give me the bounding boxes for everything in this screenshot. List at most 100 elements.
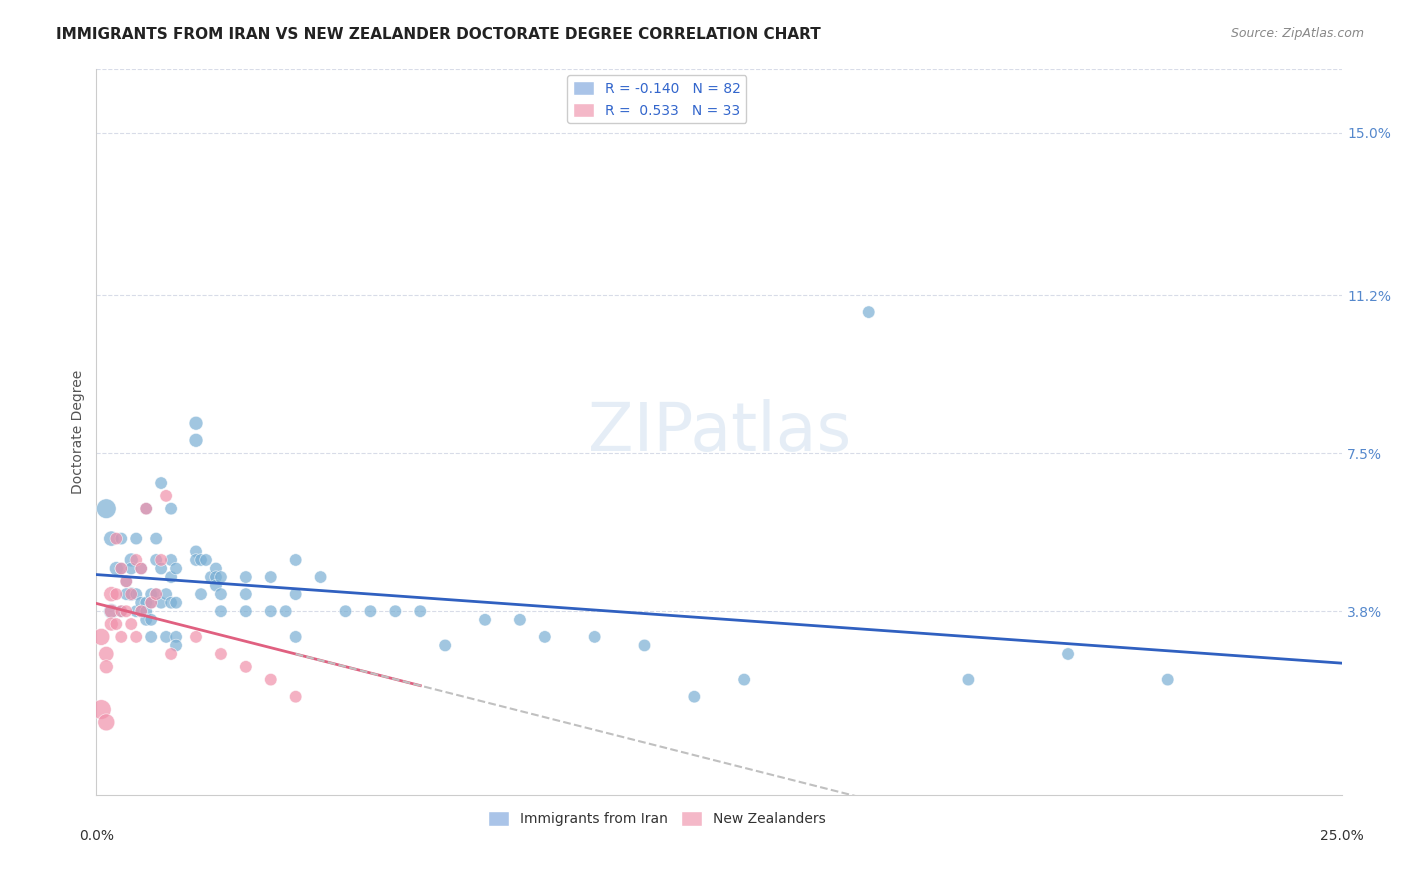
Point [209,647,232,661]
Point [184,434,207,448]
Point [160,596,183,610]
Point [335,604,357,618]
Point [165,561,187,575]
Point [260,604,283,618]
Point [110,561,132,575]
Point [115,604,138,618]
Point [129,596,152,610]
Point [145,587,167,601]
Point [120,561,142,575]
Point [150,561,173,575]
Point [160,647,183,661]
Point [125,604,148,618]
Point [135,604,157,618]
Point [160,570,183,584]
Point [135,596,157,610]
Point [284,587,307,601]
Point [145,587,167,601]
Point [260,570,283,584]
Point [150,553,173,567]
Point [96,647,118,661]
Point [115,574,138,589]
Point [141,613,163,627]
Point [150,596,173,610]
Point [90,702,112,716]
Point [96,501,118,516]
Point [135,501,157,516]
Point [129,561,152,575]
Point [120,587,142,601]
Point [141,630,163,644]
Point [110,604,132,618]
Point [260,673,283,687]
Point [155,630,177,644]
Point [150,476,173,491]
Text: 25.0%: 25.0% [1320,830,1364,843]
Point [165,639,187,653]
Point [110,532,132,546]
Legend: Immigrants from Iran, New Zealanders: Immigrants from Iran, New Zealanders [482,805,832,831]
Text: Source: ZipAtlas.com: Source: ZipAtlas.com [1230,27,1364,40]
Point [235,604,257,618]
Point [125,587,148,601]
Point [384,604,406,618]
Point [145,532,167,546]
Point [110,630,132,644]
Point [120,617,142,632]
Point [235,570,257,584]
Point [409,604,432,618]
Point [141,596,163,610]
Point [474,613,496,627]
Point [184,630,207,644]
Point [90,630,112,644]
Point [190,587,212,601]
Point [145,553,167,567]
Point [155,489,177,503]
Point [105,561,128,575]
Point [96,660,118,674]
Point [115,574,138,589]
Point [534,630,557,644]
Point [359,604,381,618]
Point [141,587,163,601]
Point [733,673,755,687]
Point [100,532,122,546]
Point [141,596,163,610]
Text: ZIPatlas: ZIPatlas [588,399,851,465]
Point [160,553,183,567]
Point [235,587,257,601]
Point [184,416,207,430]
Point [184,544,207,558]
Point [1057,647,1080,661]
Point [683,690,706,704]
Point [105,617,128,632]
Point [105,532,128,546]
Point [115,587,138,601]
Point [120,587,142,601]
Point [125,630,148,644]
Point [120,553,142,567]
Point [284,690,307,704]
Point [200,570,222,584]
Point [100,587,122,601]
Point [509,613,531,627]
Point [284,553,307,567]
Point [129,604,152,618]
Point [209,570,232,584]
Point [274,604,297,618]
Text: IMMIGRANTS FROM IRAN VS NEW ZEALANDER DOCTORATE DEGREE CORRELATION CHART: IMMIGRANTS FROM IRAN VS NEW ZEALANDER DO… [56,27,821,42]
Point [160,501,183,516]
Point [190,553,212,567]
Point [205,561,228,575]
Point [434,639,457,653]
Point [125,553,148,567]
Point [135,501,157,516]
Point [583,630,606,644]
Point [235,660,257,674]
Point [96,715,118,730]
Point [129,604,152,618]
Point [633,639,655,653]
Point [129,561,152,575]
Point [100,617,122,632]
Point [135,613,157,627]
